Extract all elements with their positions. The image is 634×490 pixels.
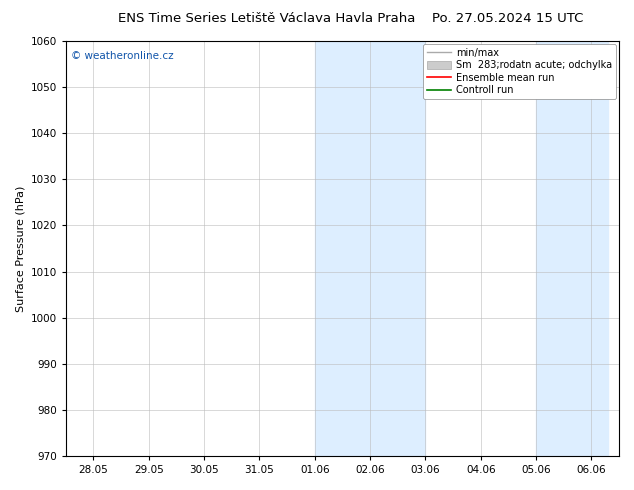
Bar — [536, 41, 608, 456]
Text: © weatheronline.cz: © weatheronline.cz — [72, 51, 174, 61]
Legend: min/max, Sm  283;rodatn acute; odchylka, Ensemble mean run, Controll run: min/max, Sm 283;rodatn acute; odchylka, … — [423, 44, 616, 99]
Y-axis label: Surface Pressure (hPa): Surface Pressure (hPa) — [15, 185, 25, 312]
Text: Po. 27.05.2024 15 UTC: Po. 27.05.2024 15 UTC — [432, 12, 583, 25]
Text: ENS Time Series Letiště Václava Havla Praha: ENS Time Series Letiště Václava Havla Pr… — [117, 12, 415, 25]
Bar — [314, 41, 425, 456]
